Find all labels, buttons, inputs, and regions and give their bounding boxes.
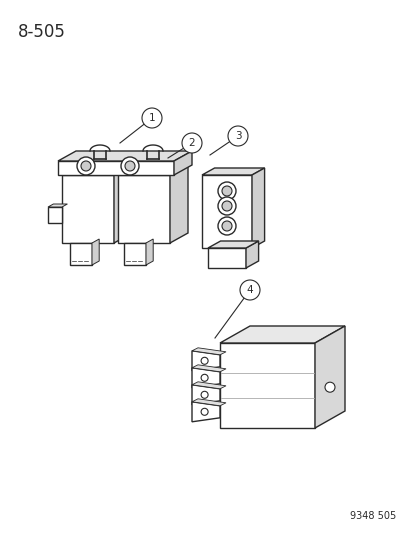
Polygon shape [48, 207, 62, 223]
Polygon shape [207, 241, 258, 248]
Circle shape [240, 280, 259, 300]
Polygon shape [192, 385, 219, 405]
Circle shape [218, 197, 235, 215]
Text: 8-505: 8-505 [18, 23, 66, 41]
Polygon shape [192, 402, 219, 422]
Polygon shape [70, 243, 92, 265]
Polygon shape [58, 161, 173, 175]
Polygon shape [202, 168, 264, 175]
Polygon shape [192, 382, 225, 389]
Circle shape [201, 408, 208, 415]
Polygon shape [114, 165, 132, 243]
Polygon shape [192, 399, 225, 406]
Circle shape [182, 133, 202, 153]
Circle shape [228, 126, 247, 146]
Polygon shape [92, 239, 99, 265]
Circle shape [218, 217, 235, 235]
Circle shape [201, 391, 208, 398]
Circle shape [324, 382, 334, 392]
Polygon shape [124, 243, 146, 265]
Polygon shape [62, 165, 132, 175]
Circle shape [221, 221, 231, 231]
Polygon shape [170, 165, 188, 243]
Polygon shape [58, 151, 192, 161]
Circle shape [201, 374, 208, 381]
Text: 3: 3 [234, 131, 241, 141]
Circle shape [201, 357, 208, 364]
Polygon shape [192, 368, 219, 388]
Text: 2: 2 [188, 138, 195, 148]
Polygon shape [252, 168, 264, 248]
Circle shape [221, 186, 231, 196]
Polygon shape [219, 326, 344, 343]
Polygon shape [48, 204, 67, 207]
Circle shape [77, 157, 95, 175]
Polygon shape [146, 239, 153, 265]
Circle shape [121, 157, 139, 175]
Circle shape [218, 182, 235, 200]
Circle shape [221, 201, 231, 211]
Circle shape [81, 161, 91, 171]
Polygon shape [207, 248, 245, 268]
Polygon shape [219, 343, 314, 428]
Polygon shape [192, 351, 219, 371]
Polygon shape [118, 175, 170, 243]
Polygon shape [173, 151, 192, 175]
Polygon shape [314, 326, 344, 428]
Polygon shape [118, 165, 188, 175]
Polygon shape [192, 348, 225, 355]
Text: 4: 4 [246, 285, 253, 295]
Circle shape [125, 161, 135, 171]
Polygon shape [62, 175, 114, 243]
Polygon shape [192, 365, 225, 372]
Circle shape [142, 108, 161, 128]
Text: 1: 1 [148, 113, 155, 123]
Polygon shape [202, 175, 252, 248]
Polygon shape [245, 241, 258, 268]
Text: 9348 505: 9348 505 [349, 511, 395, 521]
